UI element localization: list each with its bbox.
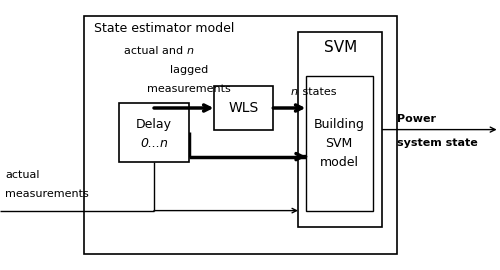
Text: system state: system state [398,138,478,148]
Text: WLS: WLS [228,101,258,115]
Text: measurements: measurements [147,84,230,94]
Text: Power: Power [398,114,436,124]
Text: n: n [291,87,298,97]
Text: SVM: SVM [326,137,352,150]
Text: measurements: measurements [5,189,88,200]
Text: State estimator model: State estimator model [94,22,235,35]
Text: Building: Building [314,118,364,131]
Text: actual and: actual and [124,46,186,56]
Text: Delay: Delay [136,118,172,131]
Bar [214,86,273,130]
Bar [119,103,189,162]
Bar [306,76,372,211]
Bar [298,32,382,227]
Text: states: states [299,87,337,97]
Text: SVM: SVM [324,40,357,56]
Text: model: model [320,156,358,168]
Text: 0...n: 0...n [140,137,168,150]
Text: n: n [186,46,194,56]
Text: lagged: lagged [170,65,208,75]
Text: actual: actual [5,170,40,181]
Bar [84,16,398,254]
